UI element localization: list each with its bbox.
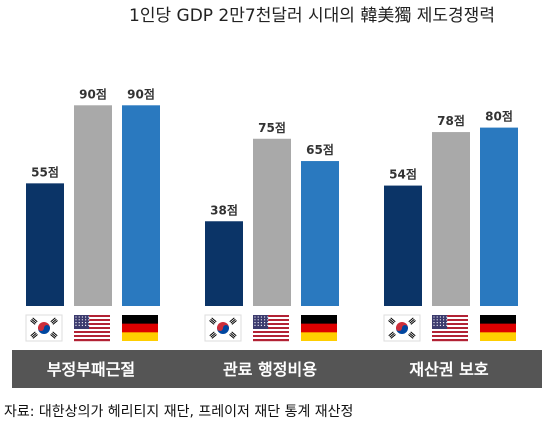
category-label: 부정부패근절 [47,360,135,379]
value-label: 90점 [79,86,107,101]
bar-group [26,105,518,306]
value-label: 90점 [127,86,155,101]
flag-group [25,314,516,342]
united-states-flag [74,315,110,342]
bar-united-states-1 [74,105,112,306]
bar-germany-2 [301,161,339,306]
south-korea-flag [204,314,242,342]
south-korea-flag [25,314,63,342]
category-label: 관료 행정비용 [223,360,317,379]
bar-germany-1 [122,105,160,306]
bar-south-korea-2 [205,221,243,306]
value-label-group: 55점 90점 90점 38점 75점 65점 54점 78점 80점 [31,86,513,217]
value-label: 65점 [306,142,334,157]
bar-united-states-3 [432,132,470,306]
category-label: 재산권 보호 [409,360,488,379]
value-label: 55점 [31,164,59,179]
bar-south-korea-1 [26,183,64,306]
bar-germany-3 [480,127,518,306]
germany-flag [480,315,516,341]
germany-flag [122,315,158,341]
chart-title: 1인당 GDP 2만7천달러 시대의 韓美獨 제도경쟁력 [129,6,495,26]
value-label: 80점 [485,109,513,124]
united-states-flag [253,315,289,342]
source-note: 자료: 대한상의가 헤리티지 재단, 프레이저 재단 통계 재산정 [4,404,353,420]
germany-flag [301,315,337,341]
value-label: 38점 [210,202,238,217]
bar-united-states-2 [253,138,291,306]
value-label: 75점 [258,120,286,135]
south-korea-flag [383,314,421,342]
united-states-flag [432,315,468,342]
value-label: 54점 [389,167,417,182]
category-band [12,350,542,388]
category-label-group: 부정부패근절 관료 행정비용 재산권 보호 [47,360,489,379]
value-label: 78점 [437,113,465,128]
bar-south-korea-3 [384,185,422,306]
